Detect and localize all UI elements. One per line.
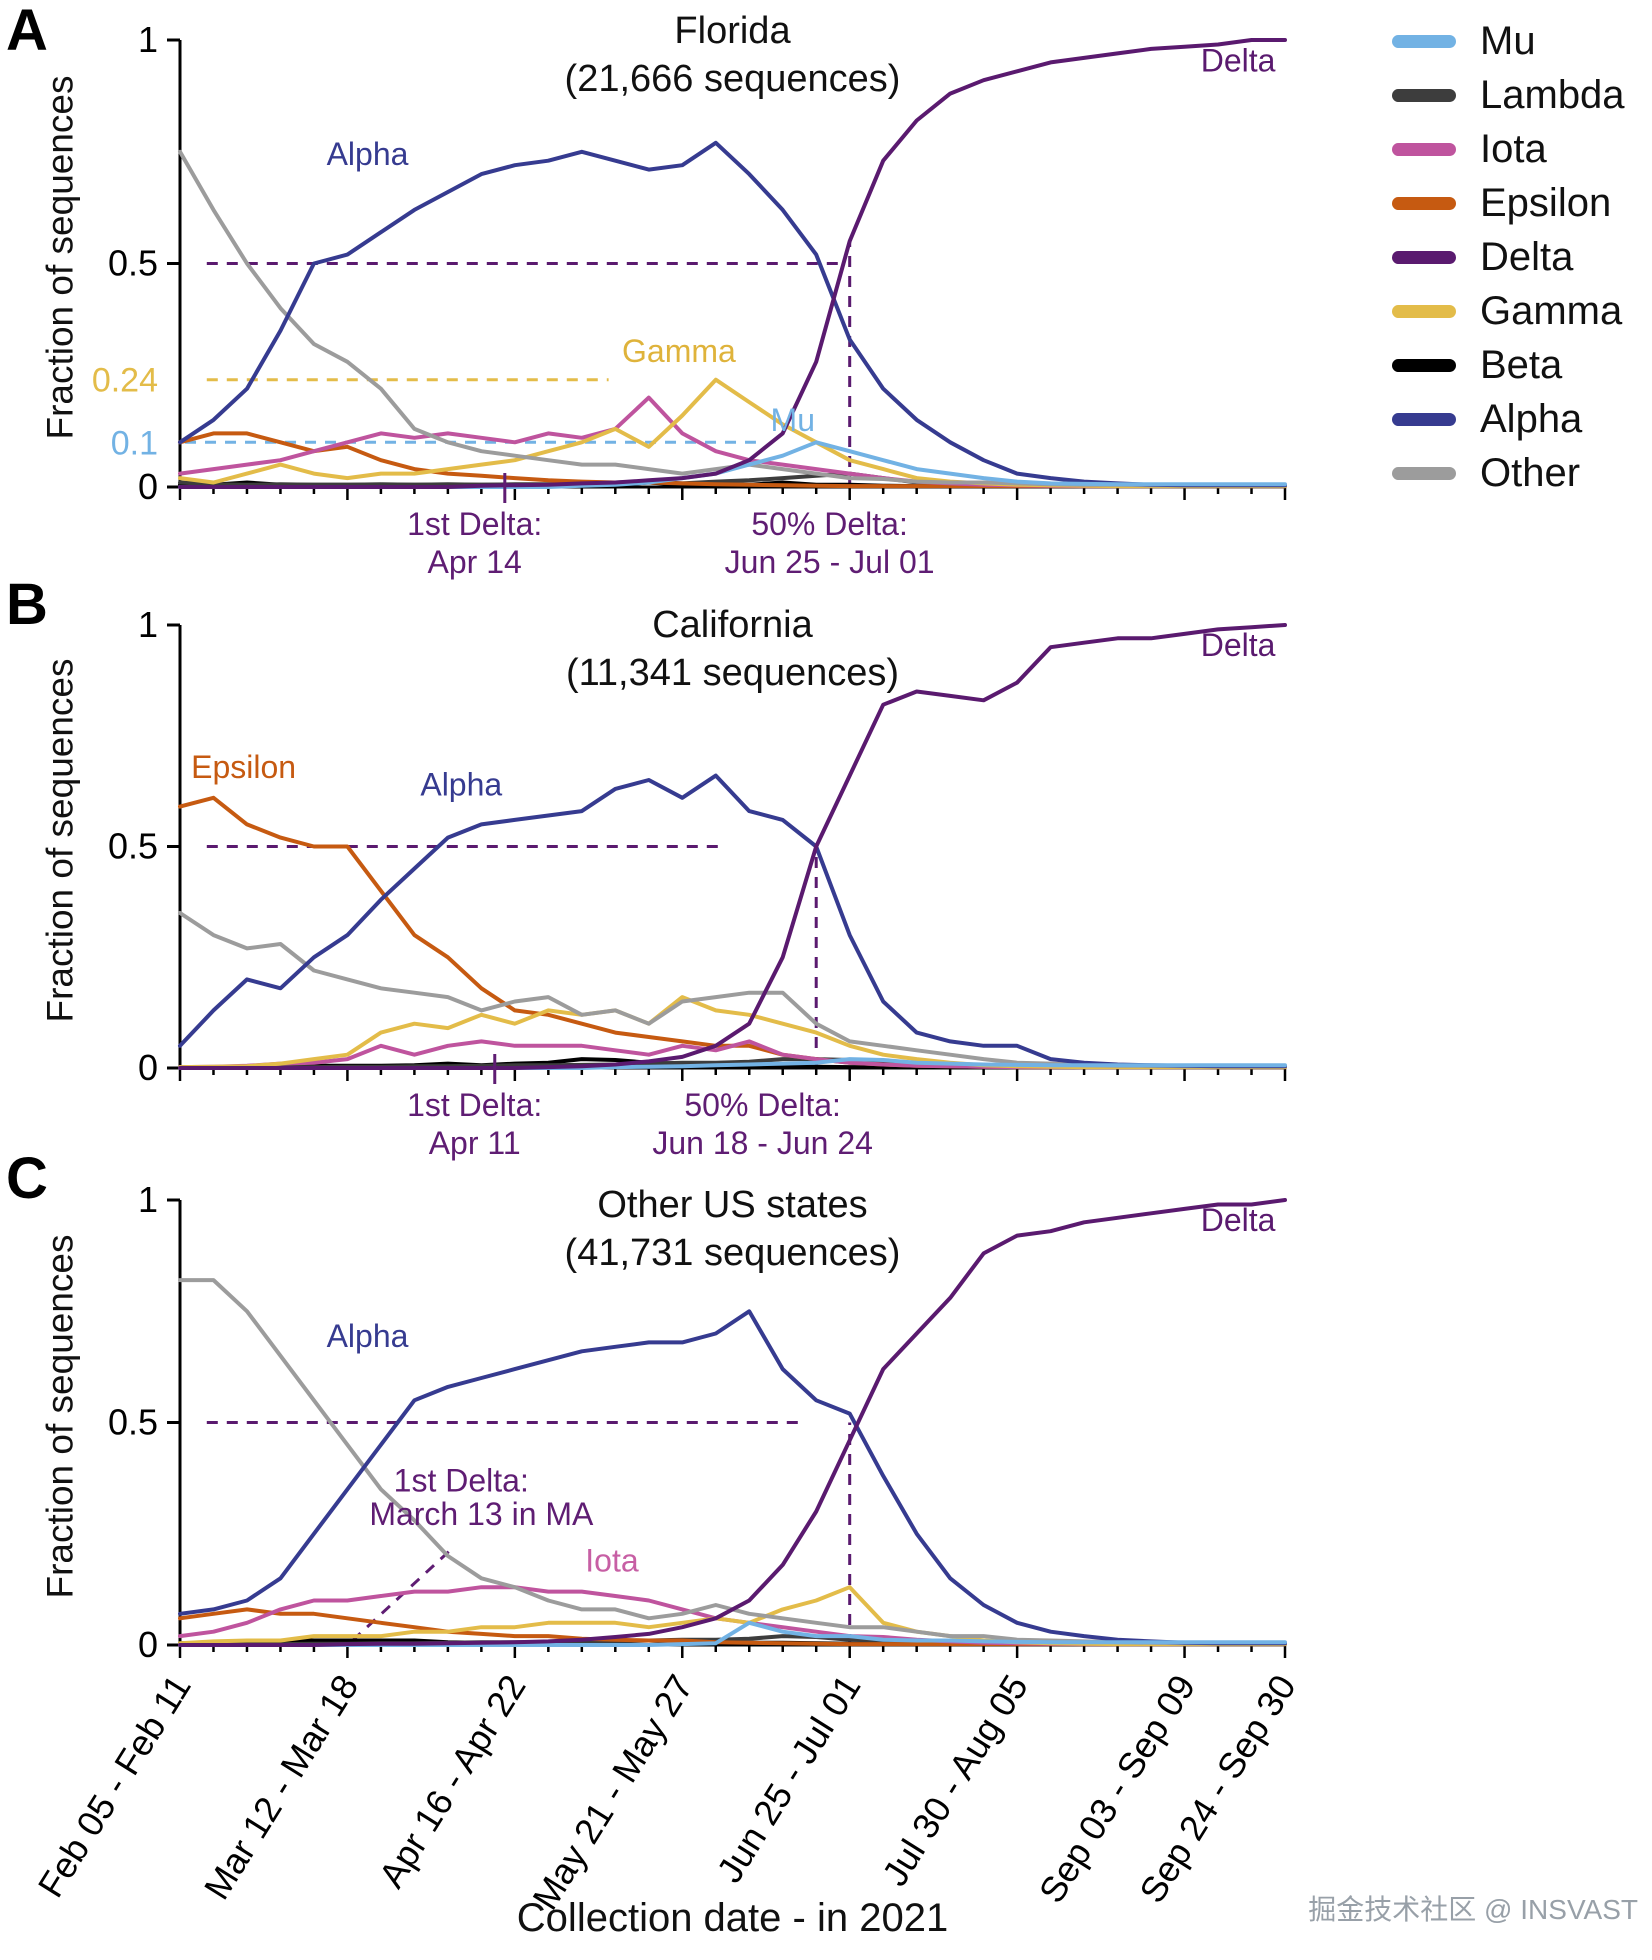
legend-item-epsilon: Epsilon (1392, 176, 1625, 230)
annotation-delta: Delta (1201, 1202, 1276, 1238)
annotation-1st-delta-: 1st Delta: (394, 1462, 529, 1498)
y-tick-label: 0.5 (108, 243, 158, 284)
legend-label: Lambda (1480, 72, 1625, 117)
epsilon-color-swatch (1392, 196, 1456, 210)
legend-item-delta: Delta (1392, 230, 1625, 284)
series-line-delta (178, 38, 1287, 489)
panel-c-title: Other US states (597, 1184, 868, 1226)
legend-label: Alpha (1480, 396, 1583, 441)
y-tick-label: 0.5 (108, 826, 158, 867)
y-tick-label: 0 (138, 1624, 158, 1665)
beta-color-swatch (1392, 358, 1456, 372)
series-line-other (178, 149, 1287, 488)
series-line-delta (178, 623, 1287, 1070)
extra-y-tick-label: 0.1 (111, 424, 158, 462)
legend: Mu Lambda Iota Epsilon Delta Gamma Beta (1392, 14, 1625, 500)
legend-label: Mu (1480, 18, 1536, 63)
other-color-swatch (1392, 466, 1456, 480)
annotation-delta: Delta (1201, 627, 1276, 663)
annotation-gamma: Gamma (622, 333, 736, 369)
panel-b-y-axis-label: Fraction of sequences (39, 658, 81, 1023)
legend-item-beta: Beta (1392, 338, 1625, 392)
legend-item-iota: Iota (1392, 122, 1625, 176)
iota-color-swatch (1392, 142, 1456, 156)
x-tick-label: Apr 16 - Apr 22 (371, 1668, 534, 1895)
below-axis-annotation: 1st Delta: (407, 506, 542, 542)
gamma-color-swatch (1392, 304, 1456, 318)
series-line-alpha (178, 140, 1287, 488)
below-axis-annotation: Jun 18 - Jun 24 (652, 1125, 873, 1161)
below-axis-annotation: Apr 11 (429, 1125, 521, 1161)
panel-c-plot: 0 0.5 1 Alpha Iota 1st Delta:March 13 in MA De… (108, 1179, 1287, 1665)
annotation-alpha: Alpha (327, 1318, 409, 1354)
annotation-epsilon: Epsilon (191, 749, 296, 785)
alpha-color-swatch (1392, 412, 1456, 426)
legend-item-gamma: Gamma (1392, 284, 1625, 338)
extra-y-tick-label: 0.24 (92, 362, 158, 400)
series-line-epsilon (178, 795, 1287, 1070)
y-tick-label: 1 (138, 19, 158, 60)
legend-label: Beta (1480, 342, 1563, 387)
panel-b-plot: 0 0.5 1 Epsilon Alpha Delta 1st Delta:Apr 11 50… (108, 604, 1287, 1161)
panel-c-y-axis-label: Fraction of sequences (39, 1234, 81, 1599)
annotation-delta: Delta (1201, 42, 1276, 78)
legend-label: Iota (1480, 126, 1547, 171)
x-tick-label: Mar 12 - Mar 18 (196, 1668, 366, 1907)
y-tick-label: 1 (138, 1179, 158, 1220)
x-tick-label: May 21 - May 27 (524, 1668, 701, 1917)
annotation-iota: Iota (585, 1543, 639, 1579)
panel-b-title: California (652, 604, 813, 646)
panel-b-letter: B (6, 572, 48, 637)
legend-label: Delta (1480, 234, 1574, 279)
panel-c-subtitle: (41,731 sequences) (564, 1232, 901, 1274)
panel-c-letter: C (6, 1146, 48, 1211)
below-axis-annotation: 1st Delta: (407, 1087, 542, 1123)
panel-a-letter: A (6, 0, 48, 63)
below-axis-annotation: Apr 14 (428, 544, 522, 580)
series-line-gamma (178, 1585, 1287, 1647)
x-tick-label: Feb 05 - Feb 11 (30, 1668, 199, 1905)
legend-item-lambda: Lambda (1392, 68, 1625, 122)
panel-a-y-axis-label: Fraction of sequences (39, 75, 81, 440)
x-axis-title: Collection date - in 2021 (516, 1896, 949, 1940)
annotation-alpha: Alpha (327, 136, 409, 172)
y-tick-label: 0.5 (108, 1402, 158, 1443)
annotation-mu: Mu (771, 402, 815, 438)
y-tick-label: 1 (138, 604, 158, 645)
y-tick-label: 0 (138, 1047, 158, 1088)
series-line-alpha (178, 1309, 1287, 1646)
annotation-march-13-in-ma: March 13 in MA (369, 1496, 594, 1532)
legend-label: Epsilon (1480, 180, 1612, 225)
watermark: 掘金技术社区 @ INSVAST (1308, 1894, 1638, 1925)
legend-item-other: Other (1392, 446, 1625, 500)
x-tick-label: Jun 25 - Jul 01 (709, 1668, 869, 1890)
series-line-alpha (178, 773, 1287, 1069)
panel-a-title: Florida (674, 10, 791, 52)
lambda-color-swatch (1392, 88, 1456, 102)
y-tick-label: 0 (138, 466, 158, 507)
legend-label: Gamma (1480, 288, 1623, 333)
legend-item-alpha: Alpha (1392, 392, 1625, 446)
mu-color-swatch (1392, 34, 1456, 48)
below-axis-annotation: 50% Delta: (751, 506, 908, 542)
series-line-gamma (178, 995, 1287, 1070)
series-line-delta (178, 1198, 1287, 1647)
panel-b-subtitle: (11,341 sequences) (565, 652, 900, 694)
annotation-alpha: Alpha (420, 767, 502, 803)
below-axis-annotation: Jun 25 - Jul 01 (725, 544, 935, 580)
panel-a-subtitle: (21,666 sequences) (564, 58, 901, 100)
panel-a-plot: 0 0.5 1 0.24 0.1 Alpha Gamma Mu Delta 1st Delta:A… (92, 19, 1287, 580)
x-tick-label: Jul 30 - Aug 05 (874, 1668, 1036, 1893)
legend-item-mu: Mu (1392, 14, 1625, 68)
legend-label: Other (1480, 450, 1581, 495)
delta-color-swatch (1392, 250, 1456, 264)
below-axis-annotation: 50% Delta: (684, 1087, 841, 1123)
